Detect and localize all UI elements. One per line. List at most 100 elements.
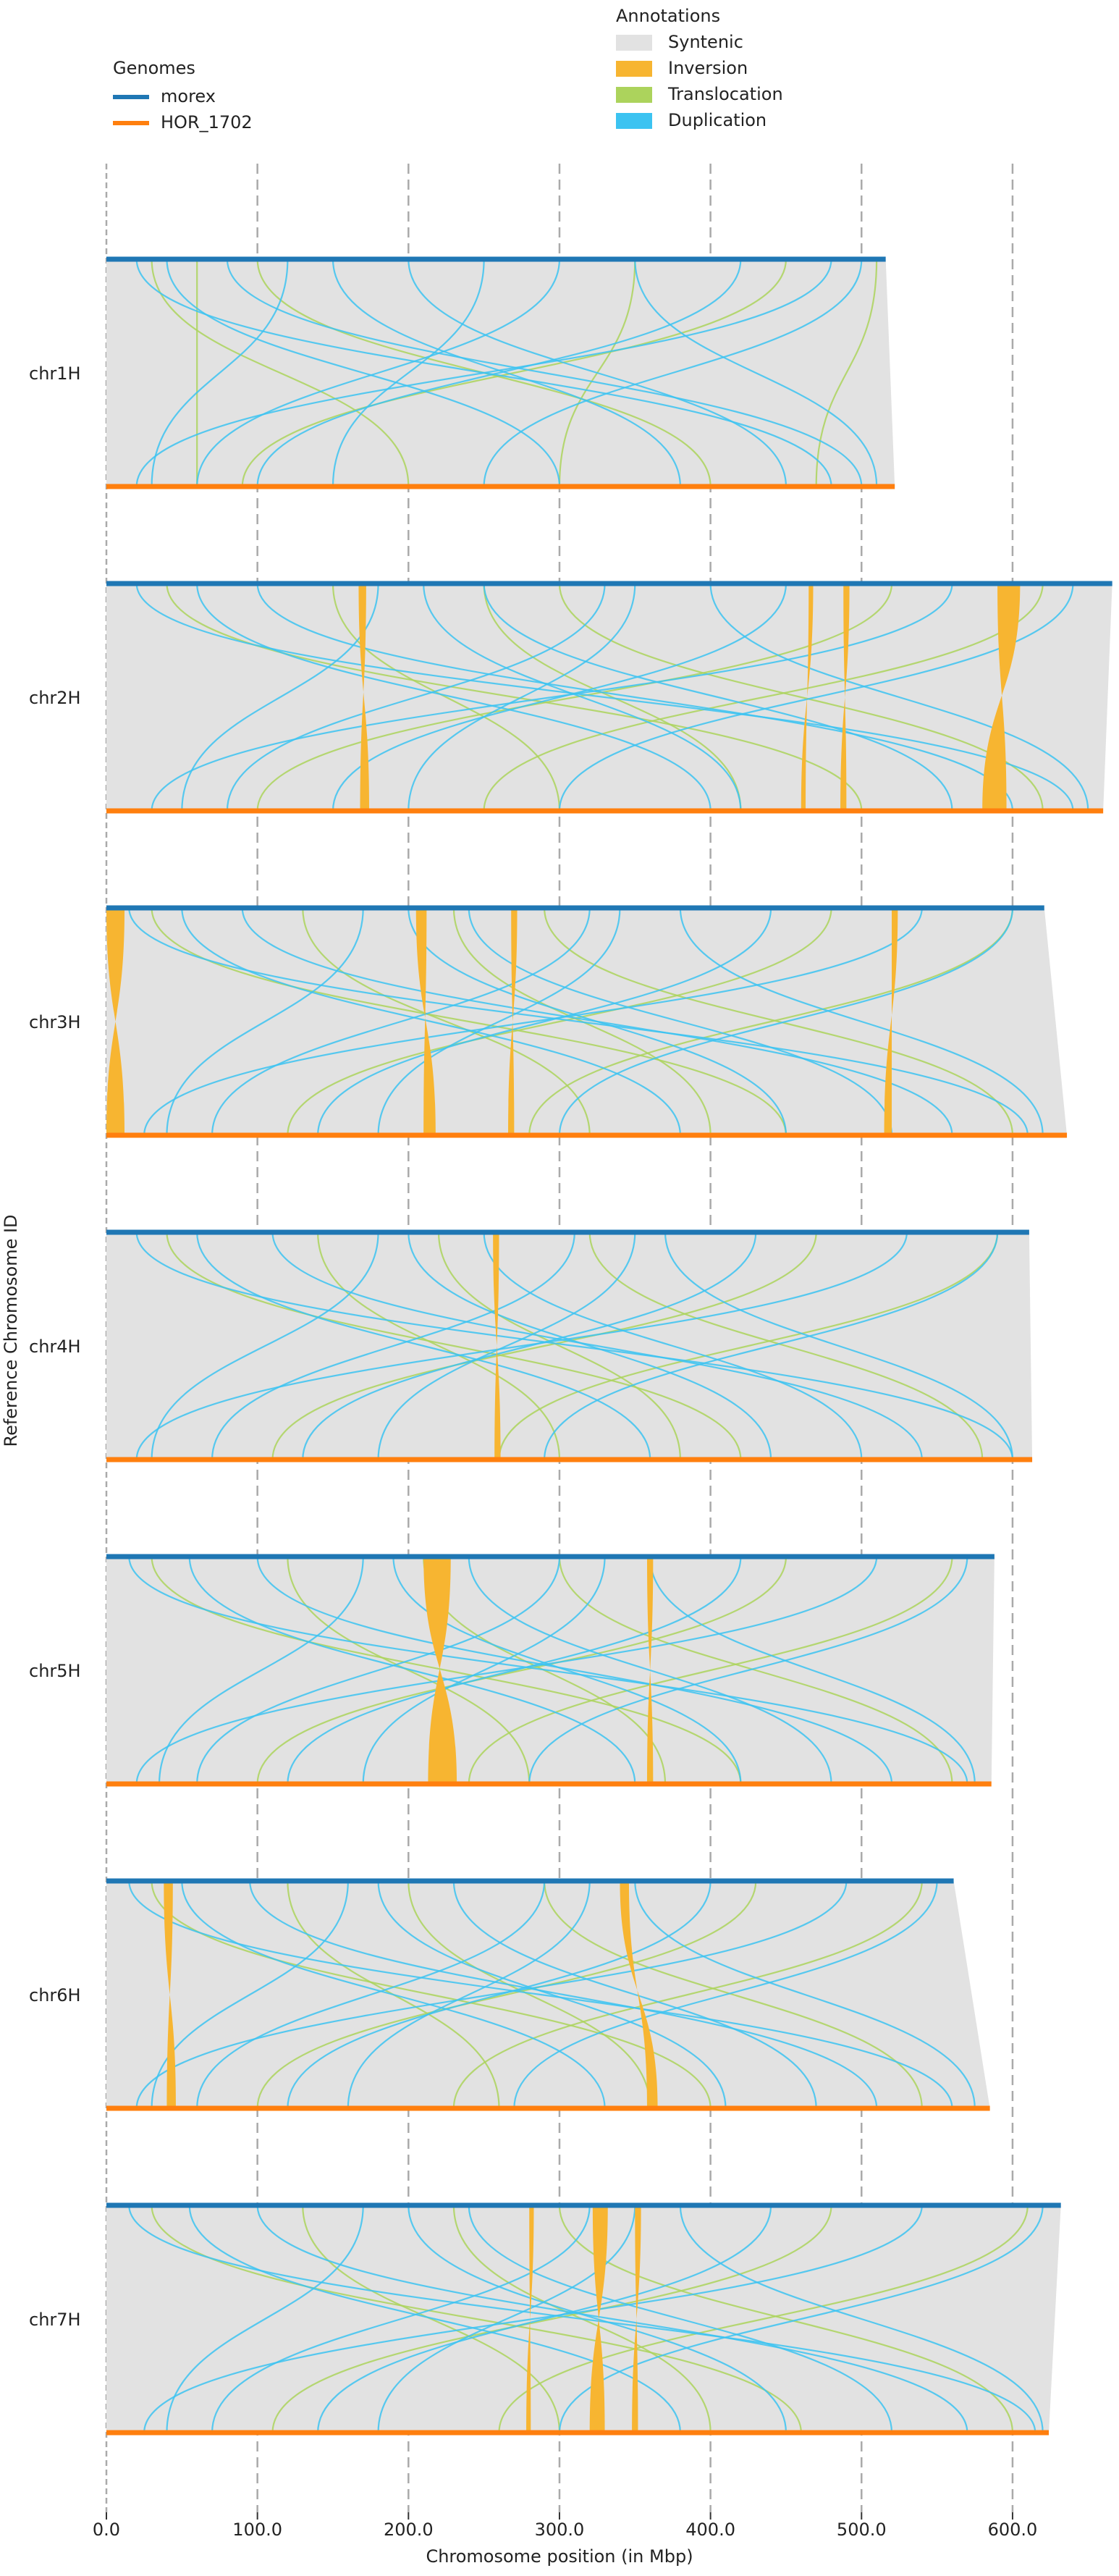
chromosome-panel — [106, 256, 895, 489]
duplication-link — [528, 1556, 968, 1785]
duplication-link — [408, 1232, 772, 1460]
inversion — [358, 584, 370, 811]
legend-swatch — [616, 61, 652, 77]
translocation-link — [558, 583, 1044, 812]
inversion — [415, 908, 436, 1135]
duplication-link — [679, 907, 1044, 1136]
x-tick-label: 100.0 — [232, 2520, 282, 2540]
translocation-link — [287, 907, 832, 1136]
legend-swatch — [616, 87, 652, 103]
inversion — [106, 908, 125, 1135]
inversion — [632, 2205, 641, 2433]
duplication-link — [302, 1232, 757, 1460]
duplication-link — [408, 2205, 787, 2433]
duplication-link — [483, 583, 953, 812]
translocation-link — [437, 1232, 681, 1460]
duplication-link — [377, 907, 621, 1136]
legend-label: Translocation — [667, 84, 783, 104]
duplication-link — [287, 1880, 711, 2109]
duplication-link — [271, 1232, 923, 1460]
translocation-link — [241, 258, 787, 487]
duplication-link — [452, 1880, 817, 2109]
x-tick-label: 200.0 — [384, 2520, 434, 2540]
duplication-link — [332, 258, 485, 487]
translocation-link — [271, 1232, 817, 1460]
legend-swatch — [616, 35, 652, 51]
legend-label: Syntenic — [668, 32, 743, 52]
duplication-link — [181, 907, 681, 1136]
translocation-link — [408, 1880, 651, 2109]
duplication-link — [143, 2205, 923, 2433]
translocation-link — [287, 1556, 531, 1785]
duplication-link — [558, 2205, 1044, 2433]
chromosome-panel — [106, 905, 1068, 1138]
inversion — [840, 584, 850, 811]
inversion — [801, 584, 814, 811]
chromosome-label: chr3H — [29, 1012, 81, 1032]
chromosome-panel — [106, 1878, 990, 2111]
y-axis-label: Reference Chromosome ID — [1, 1214, 21, 1447]
duplication-link — [211, 907, 591, 1136]
duplication-link — [135, 1880, 848, 2109]
chromosome-panel — [106, 1229, 1033, 1462]
duplication-link — [256, 1556, 893, 1785]
translocation-link — [256, 583, 893, 812]
duplication-link — [423, 583, 742, 812]
duplication-link — [151, 1880, 349, 2109]
duplication-link — [468, 1556, 832, 1785]
chromosome-label: chr5H — [29, 1661, 81, 1681]
chromosome-panel — [106, 581, 1112, 814]
translocation-link — [166, 583, 863, 812]
duplication-link — [143, 907, 923, 1136]
inversion — [164, 1881, 176, 2108]
duplication-link — [166, 907, 364, 1136]
translocation-link — [468, 1556, 953, 1785]
chromosome-label: chr4H — [29, 1337, 81, 1357]
inversion — [646, 1557, 654, 1784]
duplication-link — [256, 2205, 968, 2433]
duplication-link — [135, 1232, 908, 1460]
syntenic-region — [106, 908, 1068, 1135]
x-axis-label: Chromosome position (in Mbp) — [426, 2546, 693, 2567]
legend-title: Genomes — [113, 58, 195, 78]
legend-label: Inversion — [668, 58, 748, 78]
translocation-link — [332, 583, 561, 812]
chromosome-label: chr1H — [29, 363, 81, 384]
duplication-link — [558, 907, 1014, 1136]
duplication-link — [362, 1556, 606, 1785]
x-tick-label: 300.0 — [535, 2520, 585, 2540]
duplication-link — [408, 258, 787, 487]
inversion — [589, 2205, 608, 2433]
duplication-link — [151, 583, 953, 812]
chromosome-panel — [106, 2202, 1061, 2436]
duplication-link — [332, 258, 681, 487]
duplication-link — [226, 583, 606, 812]
duplication-link — [196, 258, 561, 487]
duplication-link — [151, 1232, 379, 1460]
duplication-link — [377, 2205, 636, 2433]
duplication-link — [128, 907, 1029, 1136]
duplication-link — [634, 258, 878, 487]
duplication-link — [196, 583, 711, 812]
translocation-link — [544, 1880, 923, 2109]
duplication-link — [128, 1880, 953, 2109]
translocation-link — [483, 583, 742, 812]
duplication-link — [196, 1556, 561, 1785]
duplication-link — [558, 583, 1074, 812]
duplication-link — [408, 907, 787, 1136]
duplication-link — [158, 1556, 364, 1785]
duplication-link — [151, 258, 289, 487]
duplication-link — [287, 1556, 742, 1785]
legend-label: morex — [161, 86, 216, 106]
inversion — [423, 1557, 457, 1784]
translocation-link — [815, 258, 878, 487]
duplication-link — [483, 1232, 863, 1460]
duplication-link — [135, 1232, 1014, 1460]
duplication-link — [347, 1880, 591, 2109]
duplication-link — [377, 1232, 636, 1460]
duplication-link — [709, 583, 1089, 812]
translocation-link — [558, 2205, 1014, 2433]
x-tick-label: 400.0 — [685, 2520, 735, 2540]
chromosome-label: chr7H — [29, 2310, 81, 2330]
